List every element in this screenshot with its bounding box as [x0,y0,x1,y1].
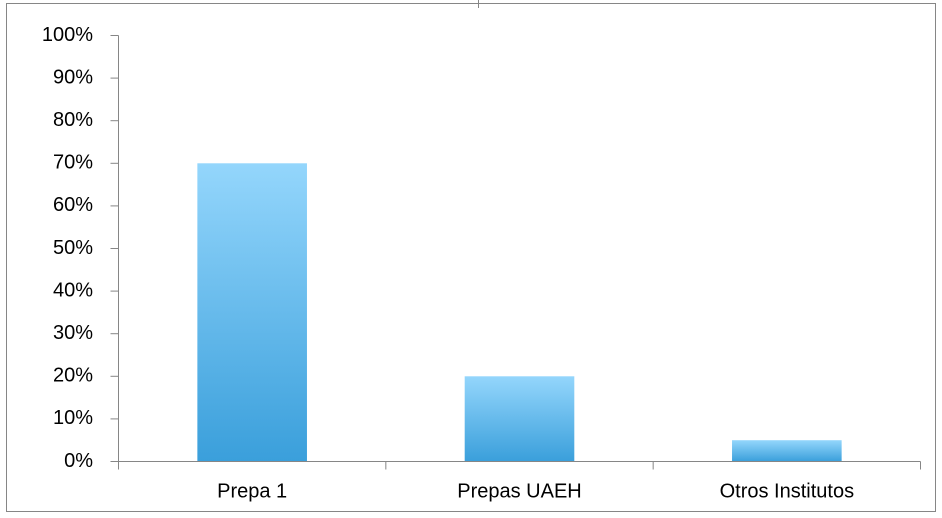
y-tick-label: 0% [64,450,93,472]
y-tick-label: 40% [53,279,93,301]
y-tick-label: 70% [53,152,93,174]
y-tick-label: 60% [53,194,93,216]
x-tick-label: Otros Institutos [720,480,855,502]
bar [197,163,307,462]
y-tick-label: 30% [53,322,93,344]
y-tick-label: 80% [53,109,93,131]
x-tick-label: Prepas UAEH [457,480,582,502]
y-tick-label: 20% [53,365,93,387]
bar [464,376,575,462]
y-tick-label: 50% [53,237,93,259]
y-tick-label: 10% [53,407,93,429]
y-tick-label: 100% [42,24,93,46]
x-tick-label: Prepa 1 [217,480,287,502]
bar [732,440,842,462]
y-tick-label: 90% [53,66,93,88]
